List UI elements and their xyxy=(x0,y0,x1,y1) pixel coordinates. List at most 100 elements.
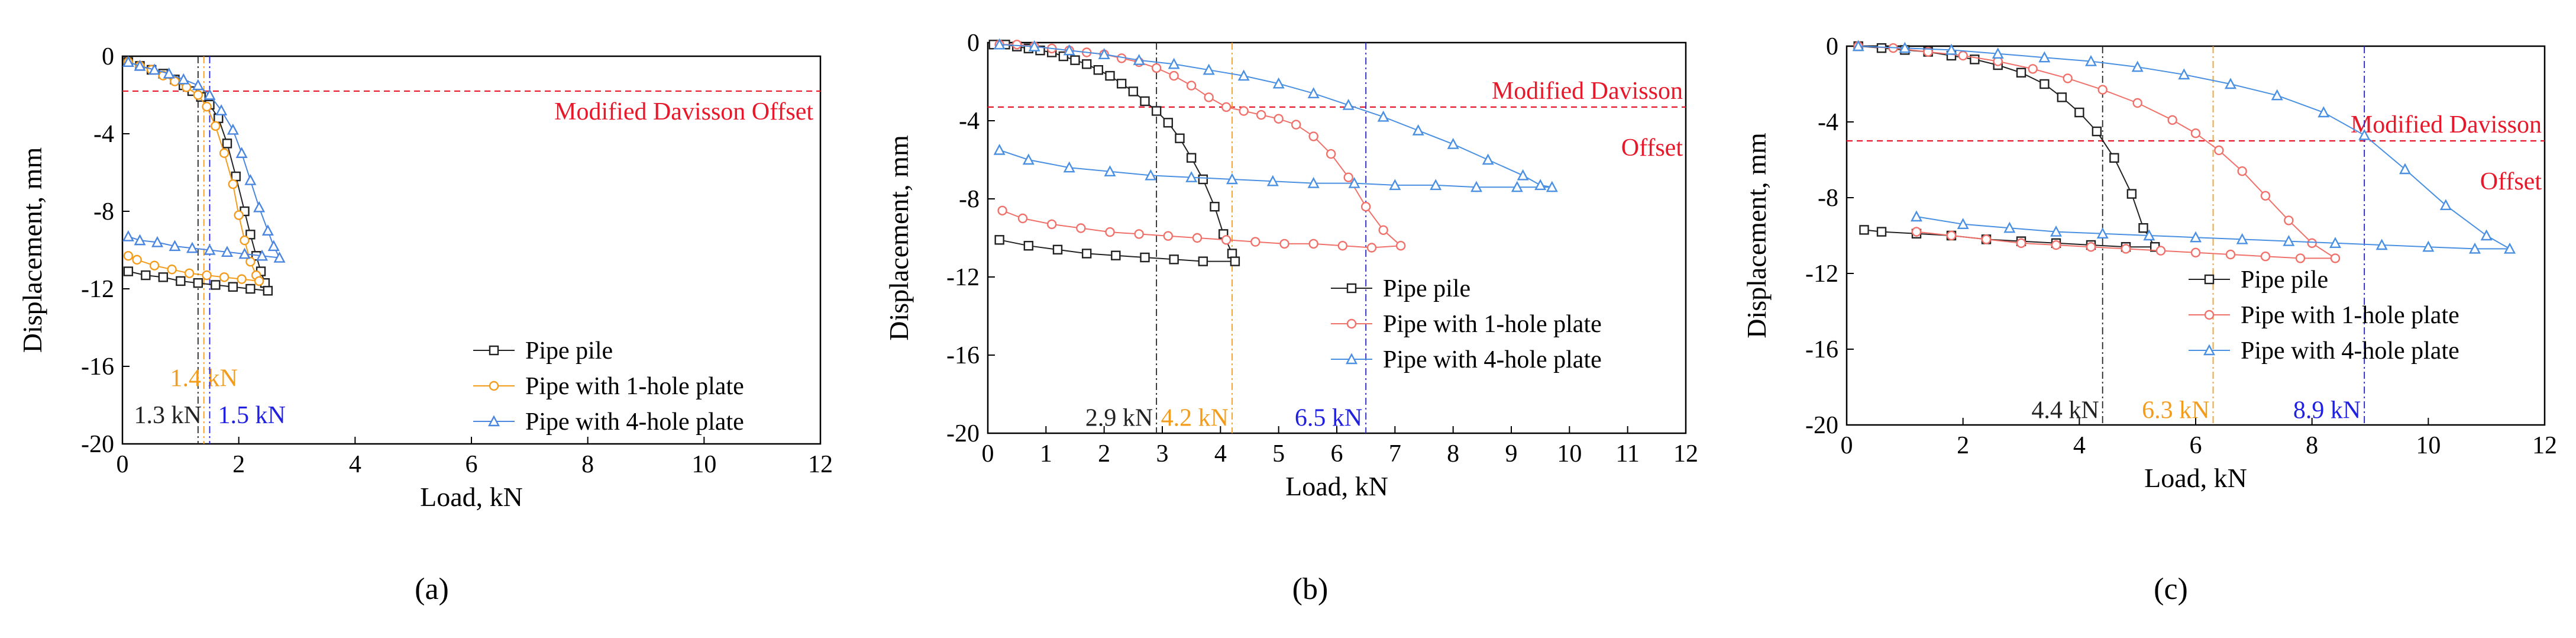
panel-label: (b) xyxy=(1292,572,1329,606)
data-point xyxy=(2132,98,2142,108)
capacity-label: 6.5 kN xyxy=(1295,405,1362,432)
data-point xyxy=(2155,246,2166,256)
legend-label: Pipe with 4-hole plate xyxy=(525,408,744,436)
data-point xyxy=(1011,40,1022,50)
data-point xyxy=(1378,225,1388,235)
data-point xyxy=(1366,243,1377,253)
data-point xyxy=(2016,238,2026,248)
legend-marker xyxy=(1346,283,1357,294)
data-point xyxy=(240,235,250,246)
data-point xyxy=(1876,227,1887,237)
data-point xyxy=(1992,47,2004,59)
data-point xyxy=(1070,55,1080,65)
data-point xyxy=(1852,40,1864,51)
data-point xyxy=(219,272,230,282)
data-point xyxy=(1957,218,1969,229)
data-point xyxy=(2422,240,2435,252)
data-point xyxy=(2131,60,2144,72)
data-point xyxy=(1221,102,1232,112)
x-tick-label: 11 xyxy=(1615,440,1639,468)
x-tick-label: 10 xyxy=(691,451,716,478)
data-point xyxy=(1239,106,1249,116)
data-point xyxy=(2096,227,2109,239)
data-point xyxy=(2063,73,2073,83)
legend-marker xyxy=(489,345,499,356)
data-point xyxy=(1291,120,1301,130)
y-axis-title: Displacement, mm xyxy=(1741,133,1772,339)
data-point xyxy=(254,276,264,286)
data-point xyxy=(134,234,146,246)
data-point xyxy=(2109,153,2119,163)
data-point xyxy=(134,59,146,71)
data-point xyxy=(1279,239,1289,249)
data-point xyxy=(1111,250,1121,260)
data-point xyxy=(2283,235,2295,246)
x-tick-label: 1 xyxy=(1040,440,1052,468)
data-point xyxy=(1945,43,1957,55)
data-point xyxy=(2038,51,2051,63)
data-point xyxy=(2260,191,2271,201)
y-tick-label: -20 xyxy=(81,431,114,458)
y-tick-label: 0 xyxy=(1826,33,1838,60)
legend-label: Pipe with 1-hole plate xyxy=(2241,302,2459,329)
data-point xyxy=(1342,99,1355,110)
data-point xyxy=(1430,179,1442,191)
x-tick-label: 12 xyxy=(808,451,833,478)
data-point xyxy=(1203,63,1215,75)
data-point xyxy=(1163,231,1174,241)
y-tick-label: 0 xyxy=(967,30,980,57)
legend-marker xyxy=(489,381,499,391)
data-point xyxy=(1308,131,1318,141)
y-tick-label: 0 xyxy=(102,43,114,70)
data-point xyxy=(1175,133,1185,143)
data-point xyxy=(1470,181,1482,192)
data-point xyxy=(2040,79,2050,89)
data-point xyxy=(1169,70,1179,81)
x-tick-label: 12 xyxy=(1673,440,1698,468)
data-point xyxy=(2307,238,2317,248)
data-point xyxy=(1081,249,1092,259)
data-point xyxy=(184,268,195,278)
data-point xyxy=(1348,177,1360,188)
davisson-label: Offset xyxy=(1621,134,1683,162)
data-point xyxy=(1168,57,1180,69)
y-tick-label: -20 xyxy=(1805,412,1838,439)
data-point xyxy=(2504,242,2516,254)
data-point xyxy=(1859,225,1869,235)
data-point xyxy=(1337,241,1348,251)
panel-label: (a) xyxy=(415,572,449,606)
x-tick-label: 8 xyxy=(1447,440,1459,468)
data-point xyxy=(1946,230,1957,241)
data-point xyxy=(1395,241,1406,251)
data-point xyxy=(1017,213,1028,224)
data-point xyxy=(245,230,256,240)
data-point xyxy=(2050,225,2062,237)
data-point xyxy=(2271,89,2283,101)
y-tick-label: -12 xyxy=(1805,260,1838,288)
data-point xyxy=(2318,106,2330,118)
data-point xyxy=(170,76,180,86)
x-tick-label: 6 xyxy=(1331,440,1343,468)
data-point xyxy=(2295,253,2306,263)
data-point xyxy=(221,246,233,257)
data-point xyxy=(1145,169,1157,181)
x-tick-label: 0 xyxy=(982,440,994,468)
data-point xyxy=(2439,199,2452,210)
panel-label: (c) xyxy=(2154,572,2188,606)
data-point xyxy=(2190,128,2201,138)
legend-label: Pipe with 4-hole plate xyxy=(2241,337,2459,365)
data-point xyxy=(994,235,1004,245)
x-tick-label: 6 xyxy=(2190,432,2202,459)
data-point xyxy=(203,243,216,255)
data-point xyxy=(1227,249,1237,259)
data-point xyxy=(253,201,266,212)
legend-marker xyxy=(2203,344,2215,356)
data-point xyxy=(211,121,221,131)
data-point xyxy=(169,240,181,252)
y-tick-label: -4 xyxy=(1818,109,1838,136)
data-point xyxy=(2085,55,2097,66)
data-point xyxy=(256,249,268,261)
data-point xyxy=(219,148,230,158)
data-point xyxy=(2086,242,2096,252)
x-axis-title: Load, kN xyxy=(420,482,523,512)
